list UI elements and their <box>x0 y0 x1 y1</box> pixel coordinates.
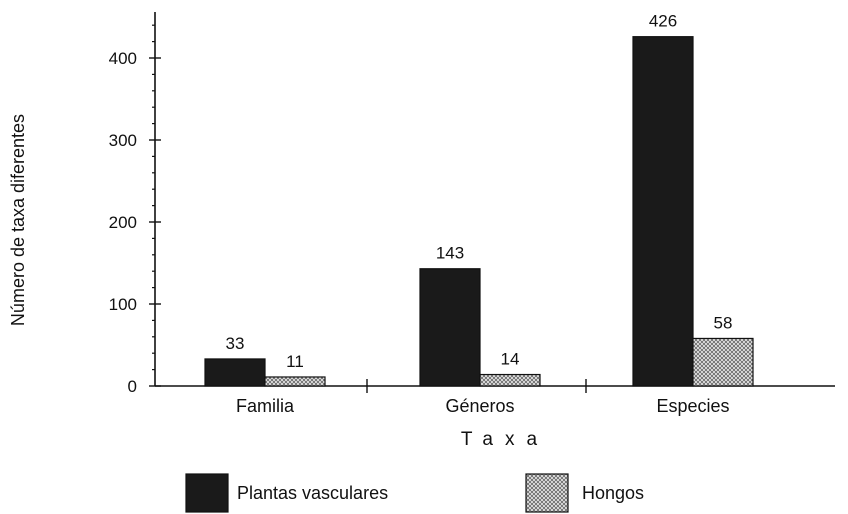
bar-hongos <box>479 373 541 387</box>
bar-hongos <box>692 337 754 387</box>
legend: Plantas vasculares Hongos <box>185 473 644 513</box>
y-tick-label: 0 <box>128 377 137 396</box>
x-tick-label: Géneros <box>445 396 514 416</box>
data-label: 33 <box>226 334 245 353</box>
data-label: 58 <box>714 313 733 332</box>
legend-label: Hongos <box>582 483 644 503</box>
y-axis-title: Número de taxa diferentes <box>8 114 28 326</box>
legend-swatch-hongos <box>525 473 569 513</box>
legend-swatch-plantas-vasculares <box>185 473 229 513</box>
y-tick-label: 100 <box>109 295 137 314</box>
data-label: 14 <box>501 350 520 369</box>
data-label: 426 <box>649 12 677 31</box>
x-axis-title: Taxa <box>461 429 549 450</box>
bar-plantas-vasculares <box>204 358 266 387</box>
bars <box>204 36 754 387</box>
data-label: 11 <box>286 352 304 371</box>
bar-plantas-vasculares <box>632 36 694 387</box>
legend-label: Plantas vasculares <box>237 483 388 503</box>
bar-plantas-vasculares <box>419 268 481 387</box>
y-tick-label: 300 <box>109 131 137 150</box>
labels: 33 11 Familia 143 14 Géneros 426 58 Especies <box>226 12 733 416</box>
bar-hongos <box>264 376 326 387</box>
data-label: 143 <box>436 244 464 263</box>
x-tick-label: Familia <box>236 396 295 416</box>
x-tick-label: Especies <box>656 396 729 416</box>
y-tick-label: 400 <box>109 49 137 68</box>
y-tick-label: 200 <box>109 213 137 232</box>
